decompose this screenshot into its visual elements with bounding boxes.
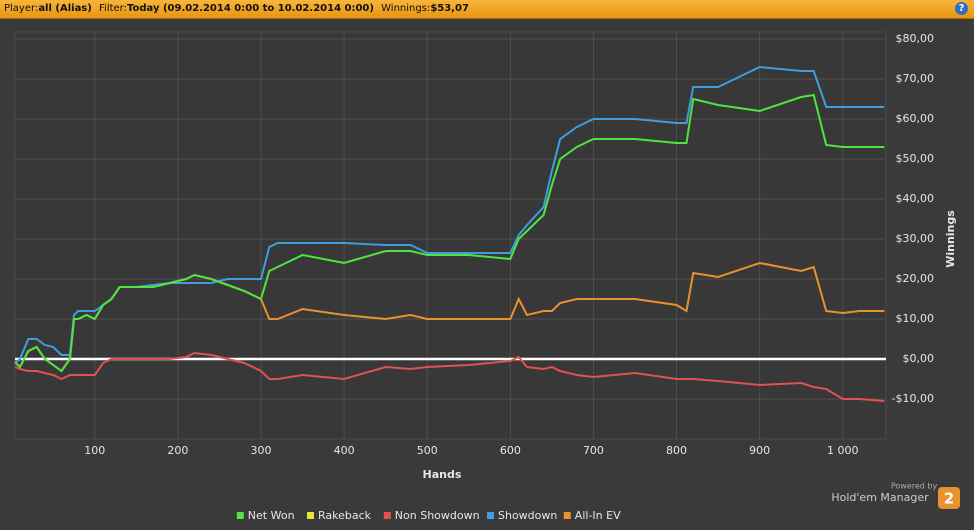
x-tick-label: 700 (583, 444, 604, 457)
legend-item[interactable]: Net WonNet Won (236, 509, 295, 522)
series-line (14, 93, 885, 373)
legend-swatch (236, 512, 244, 519)
y-tick-label: $20,00 (896, 272, 935, 285)
legend-swatch (563, 512, 571, 519)
x-tick-label: 500 (417, 444, 438, 457)
x-tick-label: 800 (666, 444, 687, 457)
x-tick-label: 600 (500, 444, 521, 457)
legend-label: Non Showdown (395, 509, 480, 522)
legend-label: Showdown (498, 509, 557, 522)
y-tick-label: $40,00 (896, 192, 935, 205)
x-tick-label: 300 (251, 444, 272, 457)
chart: Hands Winnings Powered by Hold'em Manage… (14, 31, 960, 522)
series-line (14, 65, 885, 364)
player: all (Alias) (38, 3, 92, 14)
winnings-label: Winnings: (381, 3, 431, 14)
powered-by: Powered by (891, 482, 938, 491)
legend-swatch (307, 512, 314, 519)
y-tick-label: $80,00 (896, 32, 935, 45)
y-tick-label: $0,00 (903, 352, 935, 365)
plot-area (14, 31, 887, 440)
legend-swatch (487, 512, 494, 519)
y-tick-label: -$10,00 (892, 392, 934, 405)
x-tick-label: 400 (334, 444, 355, 457)
y-tick-label: $60,00 (896, 112, 935, 125)
player-label: Player: (4, 3, 39, 14)
series-line (14, 351, 885, 402)
y-tick-label: $30,00 (896, 232, 935, 245)
legend-item[interactable]: Non ShowdownNon Showdown (383, 509, 480, 522)
y-tick-label: $50,00 (896, 152, 935, 165)
legend-label: Rakeback (318, 509, 372, 522)
y-axis-title: Winnings (944, 210, 957, 268)
x-tick-label: 900 (749, 444, 770, 457)
legend-label: Net Won (248, 509, 295, 522)
brand-version: 2 (944, 490, 954, 508)
x-tick-label: 200 (167, 444, 188, 457)
legend-label: All-In EV (575, 509, 621, 522)
x-tick-label: 100 (84, 444, 105, 457)
legend-item[interactable]: All-In EVAll-In EV (563, 509, 621, 522)
x-axis-title: Hands (423, 468, 462, 481)
help-button[interactable]: ? (955, 2, 968, 15)
legend-item[interactable]: RakebackRakeback (307, 509, 372, 522)
header-bar: Player:all (Alias) Filter:Today (09.02.2… (0, 0, 974, 19)
brand: Hold'em Manager (831, 491, 929, 504)
legend-swatch (383, 512, 391, 519)
x-tick-label: 1 000 (827, 444, 859, 457)
filter-label: Filter: (99, 3, 127, 14)
y-tick-label: $10,00 (896, 312, 935, 325)
winnings: $53,07 (430, 3, 469, 14)
filter: Today (09.02.2014 0:00 to 10.02.2014 0:0… (127, 3, 374, 14)
y-tick-label: $70,00 (896, 72, 935, 85)
brand-logo (938, 487, 960, 509)
